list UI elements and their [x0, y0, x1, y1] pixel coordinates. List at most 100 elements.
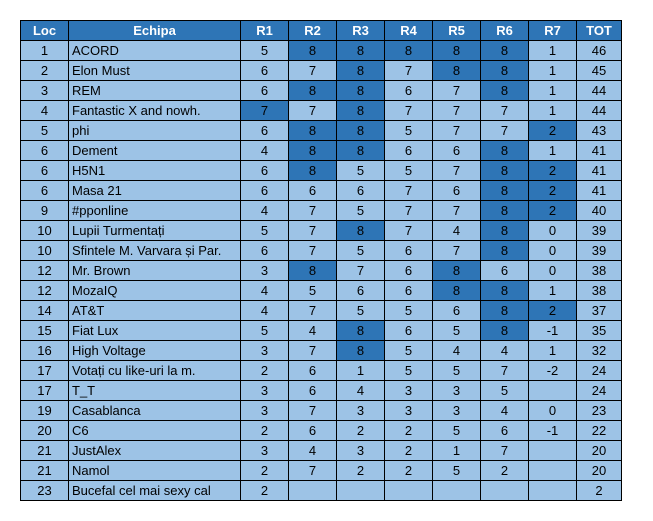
round-6-score-cell: 8 [480, 200, 529, 221]
rank-cell: 1 [20, 40, 69, 61]
round-5-score-cell: 7 [432, 240, 481, 261]
header-loc: Loc [20, 20, 69, 41]
round-1-score-cell: 5 [240, 320, 289, 341]
total-score-cell: 44 [576, 80, 622, 101]
round-5-score-cell: 3 [432, 380, 481, 401]
round-2-score-cell: 8 [288, 40, 337, 61]
round-7-score-cell: 2 [528, 180, 577, 201]
round-5-score-cell: 8 [432, 40, 481, 61]
total-score-cell: 23 [576, 400, 622, 421]
round-2-score-cell: 6 [288, 180, 337, 201]
team-name-cell: Dement [68, 140, 241, 161]
round-5-score-cell: 8 [432, 260, 481, 281]
round-1-score-cell: 6 [240, 120, 289, 141]
team-name-cell: AT&T [68, 300, 241, 321]
round-5-score-cell: 6 [432, 300, 481, 321]
round-7-score-cell: 1 [528, 140, 577, 161]
total-score-cell: 46 [576, 40, 622, 61]
round-4-score-cell: 6 [384, 320, 433, 341]
round-4-score-cell: 7 [384, 200, 433, 221]
round-2-score-cell: 7 [288, 300, 337, 321]
team-name-cell: C6 [68, 420, 241, 441]
round-5-score-cell: 6 [432, 140, 481, 161]
team-name-cell: Masa 21 [68, 180, 241, 201]
round-6-score-cell: 8 [480, 300, 529, 321]
team-name-cell: Namol [68, 460, 241, 481]
round-4-score-cell: 5 [384, 300, 433, 321]
round-7-score-cell: 2 [528, 300, 577, 321]
round-1-score-cell: 4 [240, 140, 289, 161]
header-r5: R5 [432, 20, 481, 41]
round-5-score-cell: 5 [432, 320, 481, 341]
rank-cell: 6 [20, 140, 69, 161]
round-4-score-cell: 7 [384, 100, 433, 121]
total-score-cell: 37 [576, 300, 622, 321]
header-r4: R4 [384, 20, 433, 41]
round-6-score-cell: 8 [480, 40, 529, 61]
round-7-score-cell: 0 [528, 400, 577, 421]
table-row: 10 Lupii Turmentați 5 7 8 7 4 8 0 39 [20, 220, 622, 241]
table-row: 19 Casablanca 3 7 3 3 3 4 0 23 [20, 400, 622, 421]
round-7-score-cell: -1 [528, 320, 577, 341]
table-row: 10 Sfintele M. Varvara și Par. 6 7 5 6 7 8 0 39 [20, 240, 622, 261]
table-row: 15 Fiat Lux 5 4 8 6 5 8 -1 35 [20, 320, 622, 341]
round-5-score-cell: 3 [432, 400, 481, 421]
round-2-score-cell: 6 [288, 420, 337, 441]
team-name-cell: phi [68, 120, 241, 141]
team-name-cell: Mr. Brown [68, 260, 241, 281]
header-r2: R2 [288, 20, 337, 41]
rank-cell: 17 [20, 380, 69, 401]
table-row: 5 phi 6 8 8 5 7 7 2 43 [20, 120, 622, 141]
round-1-score-cell: 6 [240, 60, 289, 81]
round-3-score-cell: 5 [336, 200, 385, 221]
rank-cell: 17 [20, 360, 69, 381]
round-2-score-cell: 8 [288, 260, 337, 281]
rank-cell: 12 [20, 280, 69, 301]
round-3-score-cell: 2 [336, 420, 385, 441]
rank-cell: 15 [20, 320, 69, 341]
round-4-score-cell: 3 [384, 400, 433, 421]
round-1-score-cell: 2 [240, 360, 289, 381]
round-1-score-cell: 3 [240, 400, 289, 421]
round-4-score-cell: 6 [384, 140, 433, 161]
team-name-cell: MozaIQ [68, 280, 241, 301]
round-2-score-cell: 7 [288, 60, 337, 81]
round-4-score-cell: 6 [384, 280, 433, 301]
team-name-cell: Casablanca [68, 400, 241, 421]
round-2-score-cell: 8 [288, 80, 337, 101]
header-row: Loc Echipa R1 R2 R3 R4 R5 R6 R7 TOT [20, 20, 622, 41]
round-6-score-cell: 8 [480, 160, 529, 181]
round-7-score-cell: 1 [528, 40, 577, 61]
total-score-cell: 20 [576, 460, 622, 481]
total-score-cell: 45 [576, 60, 622, 81]
round-1-score-cell: 7 [240, 100, 289, 121]
round-3-score-cell: 8 [336, 60, 385, 81]
team-name-cell: H5N1 [68, 160, 241, 181]
round-3-score-cell: 8 [336, 220, 385, 241]
round-1-score-cell: 6 [240, 240, 289, 261]
round-5-score-cell: 4 [432, 340, 481, 361]
rank-cell: 10 [20, 240, 69, 261]
table-row: 3 REM 6 8 8 6 7 8 1 44 [20, 80, 622, 101]
total-score-cell: 43 [576, 120, 622, 141]
team-name-cell: Fiat Lux [68, 320, 241, 341]
round-2-score-cell: 7 [288, 460, 337, 481]
round-5-score-cell: 8 [432, 60, 481, 81]
round-3-score-cell: 8 [336, 320, 385, 341]
round-3-score-cell: 7 [336, 260, 385, 281]
round-3-score-cell: 6 [336, 180, 385, 201]
rank-cell: 3 [20, 80, 69, 101]
round-3-score-cell: 4 [336, 380, 385, 401]
round-2-score-cell: 7 [288, 240, 337, 261]
round-2-score-cell: 7 [288, 220, 337, 241]
round-1-score-cell: 5 [240, 220, 289, 241]
round-7-score-cell [528, 380, 577, 401]
round-5-score-cell [432, 480, 481, 501]
round-1-score-cell: 3 [240, 340, 289, 361]
rank-cell: 6 [20, 180, 69, 201]
team-name-cell: T_T [68, 380, 241, 401]
total-score-cell: 44 [576, 100, 622, 121]
round-4-score-cell: 6 [384, 80, 433, 101]
team-name-cell: Sfintele M. Varvara și Par. [68, 240, 241, 261]
round-5-score-cell: 5 [432, 460, 481, 481]
